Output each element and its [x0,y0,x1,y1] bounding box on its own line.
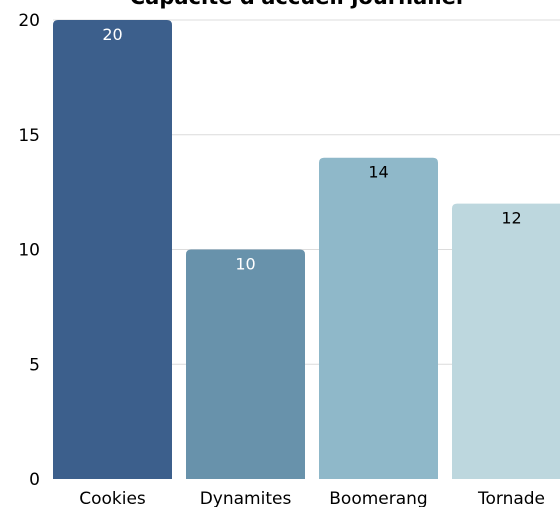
x-tick-label-cookies: Cookies [79,489,146,507]
x-tick-label-tornade: Tornade [477,489,545,507]
data-label-boomerang: 14 [368,163,388,182]
data-label-tornade: 12 [501,209,521,228]
x-tick-label-dynamites: Dynamites [200,489,292,507]
bars: 20 10 14 12 [53,20,560,479]
y-tick-label-10: 10 [18,241,40,261]
y-tick-label-20: 20 [18,11,40,31]
bar-tornade [452,203,560,479]
x-axis-ticks: Cookies Dynamites Boomerang Tornade [79,489,545,509]
y-tick-label-0: 0 [29,470,40,490]
data-label-cookies: 20 [102,25,122,44]
bar-boomerang [319,157,438,479]
chart-title: Capacité d'accueil journalier [130,0,467,9]
y-tick-label-5: 5 [29,355,40,375]
y-axis-ticks: 0 5 10 15 20 [18,11,40,490]
x-tick-label-boomerang: Boomerang [329,489,427,507]
bar-dynamites [186,249,305,479]
bar-cookies [53,20,172,479]
data-label-dynamites: 10 [235,255,255,274]
y-tick-label-15: 15 [18,126,40,146]
